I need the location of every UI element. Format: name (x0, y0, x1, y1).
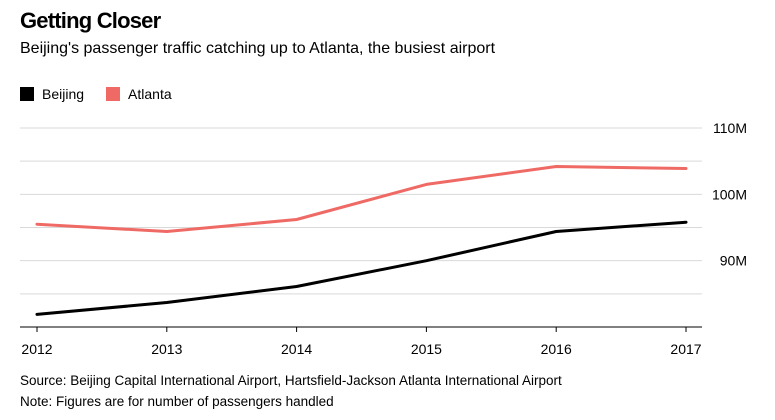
x-tick-label: 2014 (281, 341, 312, 357)
x-tick-label: 2016 (541, 341, 572, 357)
x-axis: 2012 2013 2014 2015 2016 2017 (20, 326, 702, 357)
legend-label-beijing: Beijing (42, 86, 85, 102)
legend-item-atlanta: Atlanta (106, 86, 172, 102)
footnote: Note: Figures are for number of passenge… (20, 394, 334, 409)
grid (20, 127, 702, 295)
y-tick-label: 90M (720, 253, 747, 269)
series-lines (35, 165, 688, 316)
source-note: Source: Beijing Capital International Ai… (20, 373, 562, 388)
legend-swatch-beijing (20, 87, 34, 101)
legend-item-beijing: Beijing (20, 86, 84, 102)
series-line-atlanta (35, 165, 688, 233)
legend-swatch-atlanta (106, 87, 121, 101)
x-tick-label: 2013 (151, 341, 182, 357)
legend-label-atlanta: Atlanta (128, 86, 172, 102)
x-tick-label: 2017 (670, 341, 701, 357)
x-tick-label: 2015 (411, 341, 442, 357)
x-tick-label: 2012 (21, 341, 52, 357)
y-axis: 90M 100M 110M (712, 120, 747, 269)
chart-subtitle: Beijing's passenger traffic catching up … (20, 40, 496, 57)
legend: Beijing Atlanta (20, 86, 194, 102)
series-line-beijing (35, 220, 688, 316)
y-tick-label: 100M (712, 186, 747, 202)
chart-title: Getting Closer (20, 8, 161, 33)
y-tick-label: 110M (713, 120, 747, 136)
